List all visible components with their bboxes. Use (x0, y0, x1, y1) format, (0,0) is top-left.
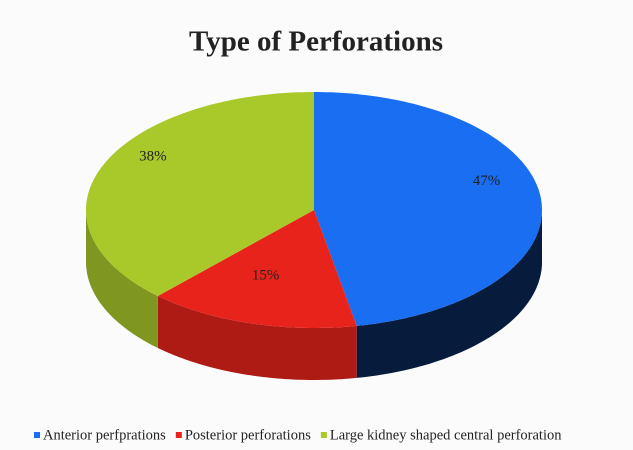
pie-slice (157, 210, 357, 328)
pie-side (157, 296, 357, 380)
legend-label: Large kidney shaped central perforation (330, 427, 562, 443)
legend-swatch (175, 432, 182, 438)
chart-title: Type of Perforations (189, 26, 443, 58)
data-label: 15% (252, 268, 280, 284)
legend-swatch (320, 432, 327, 438)
pie-side (86, 210, 158, 348)
legend-label: Anterior perfprations (43, 427, 166, 443)
pie-slice (86, 92, 314, 296)
legend-label: Posterior perforations (185, 427, 311, 443)
data-label: 38% (139, 148, 167, 164)
legend-swatch (34, 432, 40, 438)
pie-side (356, 210, 542, 378)
data-label: 47% (473, 173, 501, 189)
pie-slice (314, 92, 542, 326)
